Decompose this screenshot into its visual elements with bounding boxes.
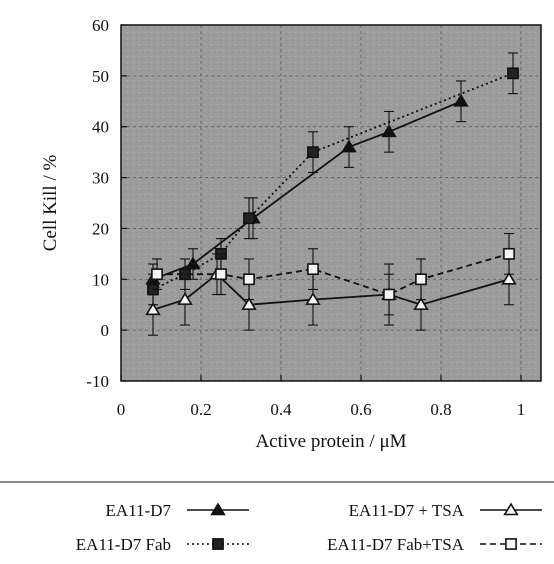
data-point	[215, 268, 227, 281]
y-tick-label: 20	[92, 219, 109, 238]
data-point	[145, 302, 161, 316]
x-tick-label: 0.4	[270, 400, 292, 419]
legend-label: EA11-D7 Fab+TSA	[327, 535, 465, 554]
legend-item-2: EA11-D7 Fab	[76, 535, 249, 554]
x-tick-label: 1	[517, 400, 526, 419]
series-line	[152, 100, 462, 281]
legend-item-3: EA11-D7 Fab+TSA	[327, 535, 542, 554]
legend-swatch-marker	[212, 538, 224, 550]
y-tick-label: 50	[92, 67, 109, 86]
data-point	[177, 292, 193, 305]
data-point	[241, 297, 257, 311]
legend: EA11-D7 EA11-D7 + TSA EA11-D7 Fab EA11-D7 F…	[76, 501, 542, 554]
series-line	[152, 273, 510, 311]
legend-item-0: EA11-D7	[106, 501, 249, 520]
data-point	[413, 297, 429, 311]
legend-label: EA11-D7 Fab	[76, 535, 171, 554]
y-axis-title: Cell Kill / %	[40, 155, 61, 252]
x-tick-label: 0.2	[190, 400, 211, 419]
y-tick-label: 60	[92, 16, 109, 35]
data-point	[305, 292, 321, 305]
data-point	[307, 146, 319, 159]
legend-swatch-marker	[505, 538, 517, 550]
legend-swatch-marker	[210, 502, 226, 516]
x-tick-label: 0.6	[350, 400, 371, 419]
data-point	[501, 271, 517, 285]
y-tick-label: 10	[92, 270, 109, 289]
data-point	[383, 288, 395, 301]
legend-item-1: EA11-D7 + TSA	[349, 501, 542, 520]
y-tick-label: 40	[92, 118, 109, 137]
data-point	[503, 247, 515, 260]
data-point	[243, 212, 255, 225]
series-3	[151, 232, 515, 316]
y-tick-label: 30	[92, 169, 109, 188]
x-axis-title: Active protein / μM	[255, 431, 406, 452]
grid-lines	[121, 25, 541, 381]
x-tick-label: 0	[117, 400, 126, 419]
data-point	[415, 273, 427, 286]
series-layer	[145, 52, 519, 336]
legend-swatch-marker	[503, 502, 519, 516]
x-tick-label: 0.8	[430, 400, 451, 419]
legend-label: EA11-D7	[106, 501, 172, 520]
data-point	[185, 256, 201, 270]
data-point	[381, 124, 397, 138]
data-point	[453, 93, 469, 107]
legend-label: EA11-D7 + TSA	[349, 501, 465, 520]
plot-area	[121, 25, 541, 381]
data-point	[243, 273, 255, 286]
y-tick-label: 0	[101, 321, 110, 340]
axis-ticks: 0 0.2 0.4 0.6 0.8 1 -10 0 10 20 30 40 50 60	[86, 16, 525, 419]
data-point	[307, 263, 319, 276]
data-point	[151, 268, 163, 281]
y-tick-label: -10	[86, 372, 109, 391]
data-point	[341, 139, 357, 153]
plot-frame	[120, 24, 542, 382]
data-point	[507, 67, 519, 80]
